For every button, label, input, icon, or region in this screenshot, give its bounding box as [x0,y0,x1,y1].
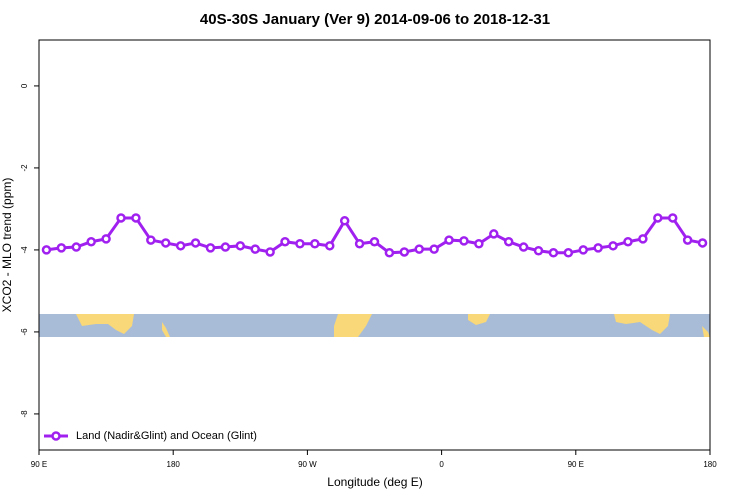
x-tick-label: 90 W [298,460,317,469]
point [205,243,216,253]
point [71,242,82,252]
point [697,238,708,248]
point [682,235,693,245]
legend-marker [51,431,61,441]
point [265,247,275,257]
point [384,248,395,258]
series-line [46,216,703,255]
point [623,236,633,247]
land [702,326,710,337]
point [399,247,410,257]
x-tick-label: 180 [703,460,717,469]
y-tick-label: -6 [20,328,29,336]
point [459,236,469,246]
point [667,213,678,223]
point [563,248,574,258]
map-strip [39,314,710,337]
point [489,229,499,239]
x-tick-label: 180 [167,460,181,469]
x-tick-label: 0 [439,460,444,469]
point [175,241,186,251]
point [444,235,454,245]
point [339,216,350,226]
point [56,243,67,253]
point [160,238,171,248]
point [190,238,201,248]
point [578,245,589,255]
chart-title: 40S-30S January (Ver 9) 2014-09-06 to 20… [200,11,550,28]
land [614,314,670,334]
point [220,242,231,252]
point [414,244,424,254]
land [468,314,490,325]
y-tick-label: -4 [20,246,29,254]
point [593,243,603,253]
point [146,235,156,245]
point [548,248,559,258]
point [325,241,335,251]
point [518,242,529,252]
point [369,236,380,247]
point [86,236,96,247]
point [474,239,484,249]
x-axis-label: Longitude (deg E) [327,475,422,489]
x-tick-label: 90 E [31,460,47,469]
point [503,236,514,247]
y-tick-label: 0 [20,83,29,88]
point [131,213,141,223]
y-axis-label: XCO2 - MLO trend (ppm) [0,178,14,313]
point [354,239,365,249]
point [429,244,439,254]
point [280,236,290,247]
point [116,213,126,223]
point [533,245,544,256]
point [250,244,260,254]
land [76,314,134,334]
point [653,213,663,223]
point [235,241,246,251]
point [101,234,111,244]
point [295,239,305,249]
point [638,234,648,244]
land [334,314,372,337]
legend-label: Land (Nadir&Glint) and Ocean (Glint) [76,430,257,442]
y-tick-label: -2 [20,164,29,172]
point [608,241,618,251]
ocean [39,314,710,337]
y-tick-label: -8 [20,410,29,418]
point [41,245,52,255]
x-tick-label: 90 E [568,460,584,469]
point [310,239,320,249]
plot-frame [38,39,711,451]
land [162,322,170,337]
